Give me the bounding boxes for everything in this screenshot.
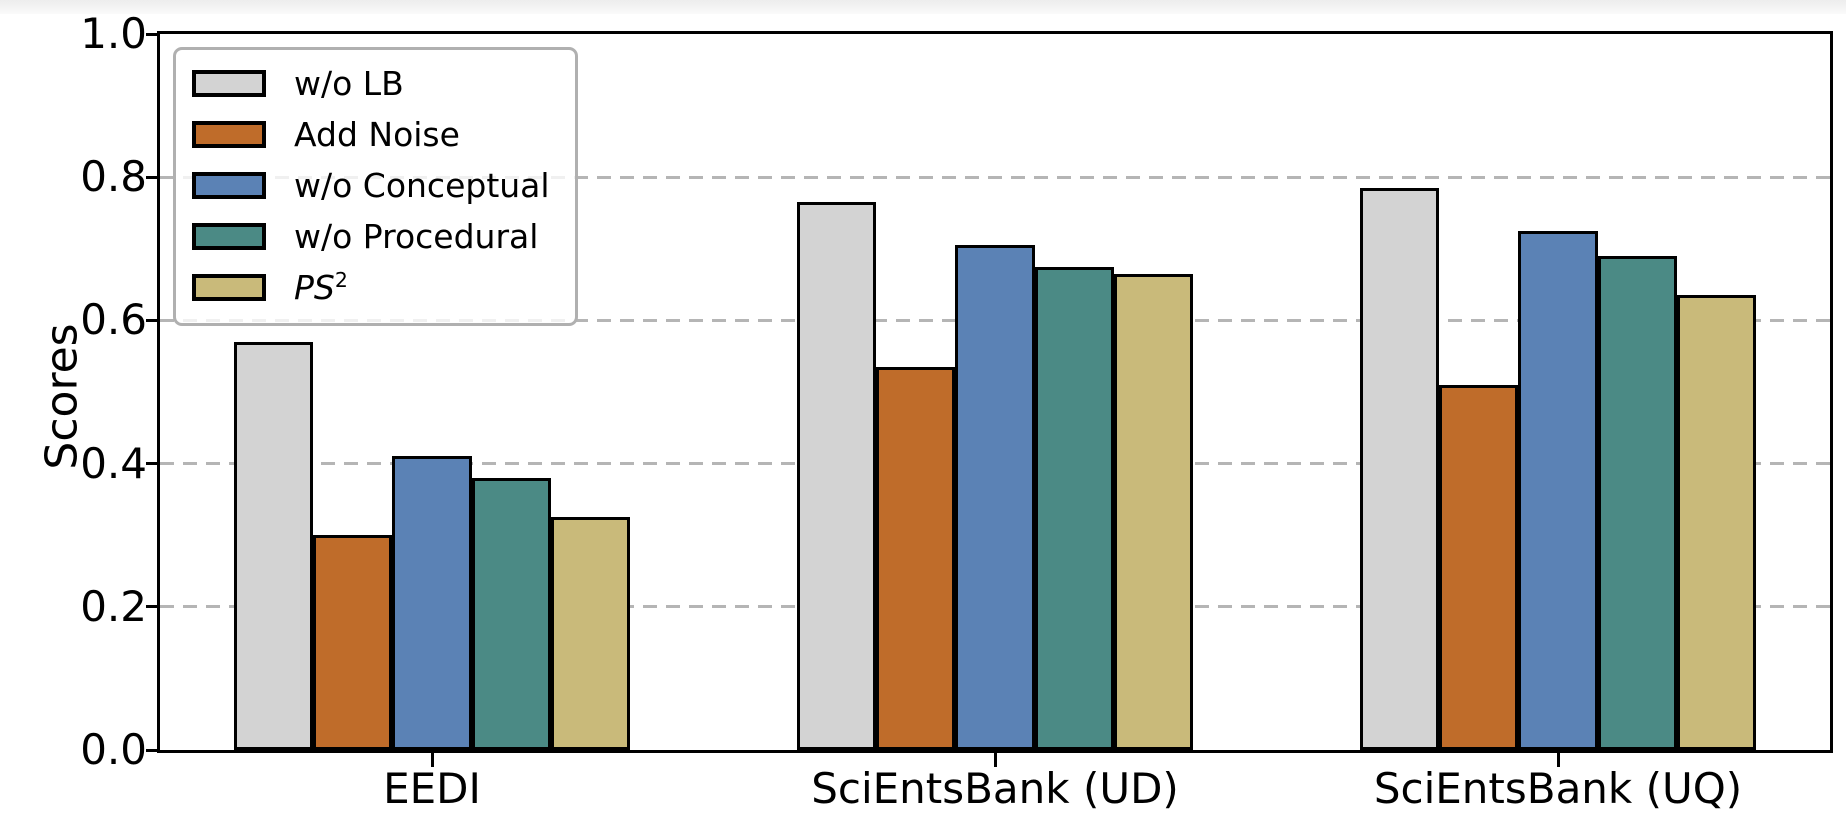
legend: w/o LB Add Noise w/o Conceptual w/o Procedu… — [173, 47, 578, 326]
legend-label: Add Noise — [294, 115, 460, 154]
legend-swatch — [192, 70, 266, 97]
x-tick-label: SciEntsBank (UQ) — [1373, 764, 1743, 813]
legend-item: w/o Procedural — [192, 211, 575, 262]
y-tick-label: 0.8 — [80, 152, 147, 202]
gridline — [160, 175, 1830, 179]
bar — [471, 477, 552, 750]
y-tick-mark — [146, 175, 158, 179]
page-top-strip — [0, 0, 1846, 14]
x-tick-mark — [1556, 753, 1560, 767]
legend-label: PS2 — [294, 268, 348, 307]
y-tick-mark — [146, 748, 158, 752]
x-tick-label: EEDI — [383, 764, 481, 813]
y-tick-mark — [146, 605, 158, 609]
bar — [1597, 255, 1678, 750]
bar — [796, 202, 876, 750]
y-tick-label: 1.0 — [80, 9, 147, 58]
plot-area: w/o LB Add Noise w/o Conceptual w/o Procedu… — [157, 31, 1833, 753]
y-tick-label: 0.6 — [80, 295, 147, 345]
bar — [392, 456, 472, 750]
bar — [1359, 187, 1439, 750]
legend-label: w/o Procedural — [294, 217, 539, 256]
y-tick-label: 0.2 — [80, 581, 147, 631]
legend-swatch — [192, 223, 266, 250]
x-tick-mark — [993, 753, 997, 767]
y-tick-mark — [146, 318, 158, 322]
bar — [1114, 273, 1194, 750]
bar — [1034, 266, 1115, 750]
legend-swatch — [192, 172, 266, 199]
bar — [955, 245, 1035, 750]
bar — [875, 366, 956, 750]
legend-item: w/o LB — [192, 58, 575, 109]
legend-item: PS2 — [192, 262, 575, 313]
x-tick-label: SciEntsBank (UD) — [811, 764, 1179, 813]
legend-label: w/o LB — [294, 64, 404, 103]
bar — [1438, 384, 1519, 750]
bar — [1518, 230, 1598, 750]
x-tick-mark — [430, 753, 434, 767]
legend-swatch — [192, 274, 266, 301]
y-tick-mark — [146, 462, 158, 466]
legend-item: w/o Conceptual — [192, 160, 575, 211]
legend-label: w/o Conceptual — [294, 166, 550, 205]
legend-swatch — [192, 121, 266, 148]
bar — [233, 341, 313, 750]
bar — [551, 517, 631, 750]
legend-item: Add Noise — [192, 109, 575, 160]
y-tick-label: 0.0 — [80, 725, 147, 774]
y-tick-label: 0.4 — [80, 438, 147, 488]
y-tick-mark — [146, 32, 158, 36]
bar — [1677, 295, 1757, 750]
bar — [312, 535, 393, 750]
